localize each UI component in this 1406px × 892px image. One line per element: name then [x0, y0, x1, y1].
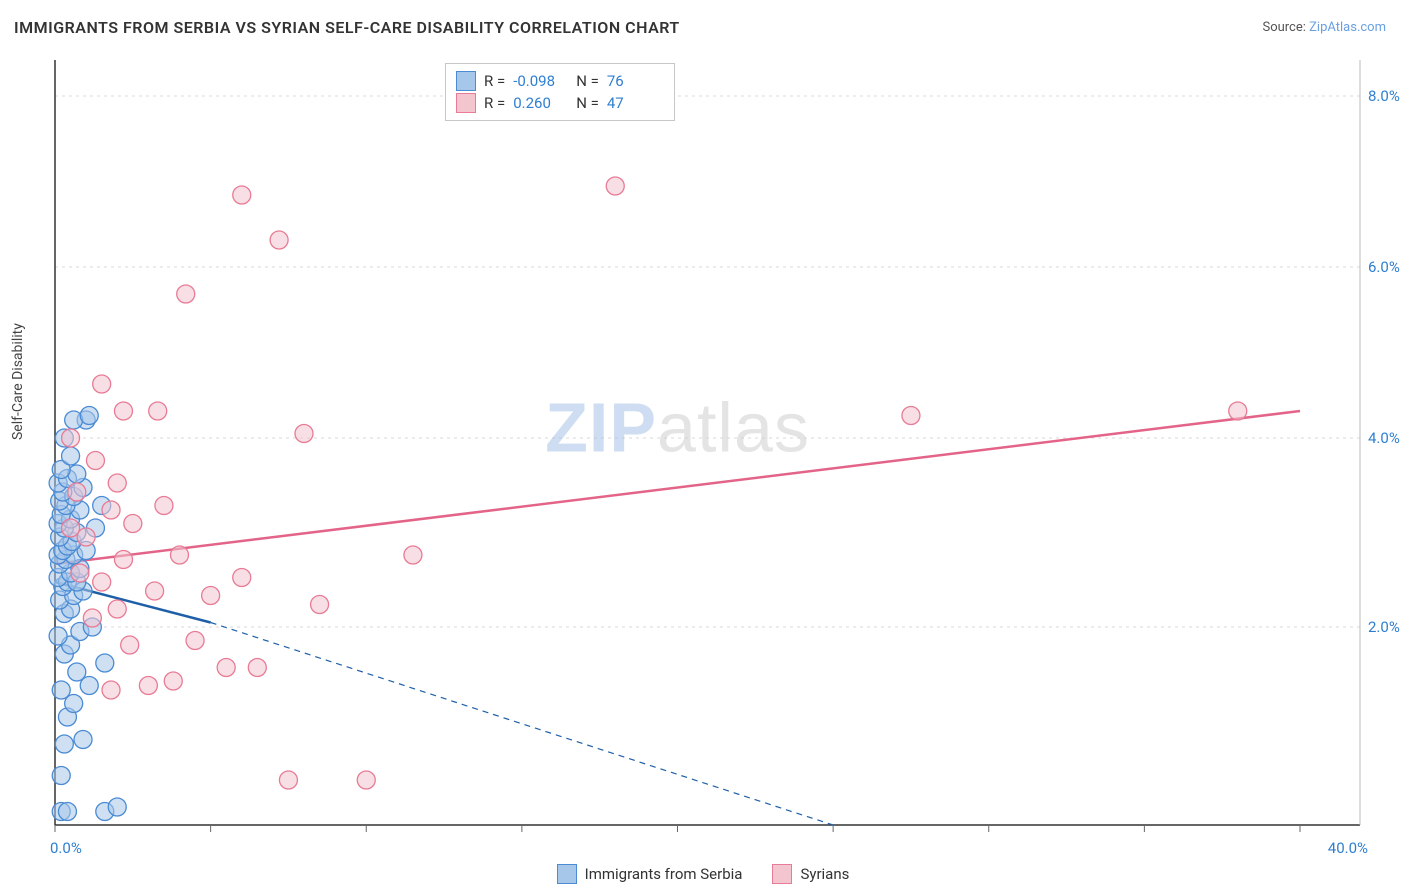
svg-text:6.0%: 6.0%	[1368, 258, 1400, 276]
svg-text:4.0%: 4.0%	[1368, 429, 1400, 447]
svg-text:ZIPatlas: ZIPatlas	[545, 389, 810, 467]
svg-text:2.0%: 2.0%	[1368, 618, 1400, 636]
svg-text:8.0%: 8.0%	[1368, 87, 1400, 105]
svg-text:40.0%: 40.0%	[1328, 839, 1368, 857]
svg-text:0.0%: 0.0%	[50, 839, 82, 857]
series-legend: Immigrants from Serbia Syrians	[0, 864, 1406, 884]
stats-legend-row: R = 0.260 N =47	[456, 92, 662, 114]
legend-item: Syrians	[772, 864, 849, 884]
legend-item: Immigrants from Serbia	[557, 864, 743, 884]
stats-legend: R =-0.098 N =76 R = 0.260 N =47	[445, 63, 675, 121]
stats-legend-row: R =-0.098 N =76	[456, 70, 662, 92]
scatter-chart: 2.0% 4.0% 6.0% 8.0% ZIPatlas 0.0% 40.0%	[0, 0, 1406, 892]
